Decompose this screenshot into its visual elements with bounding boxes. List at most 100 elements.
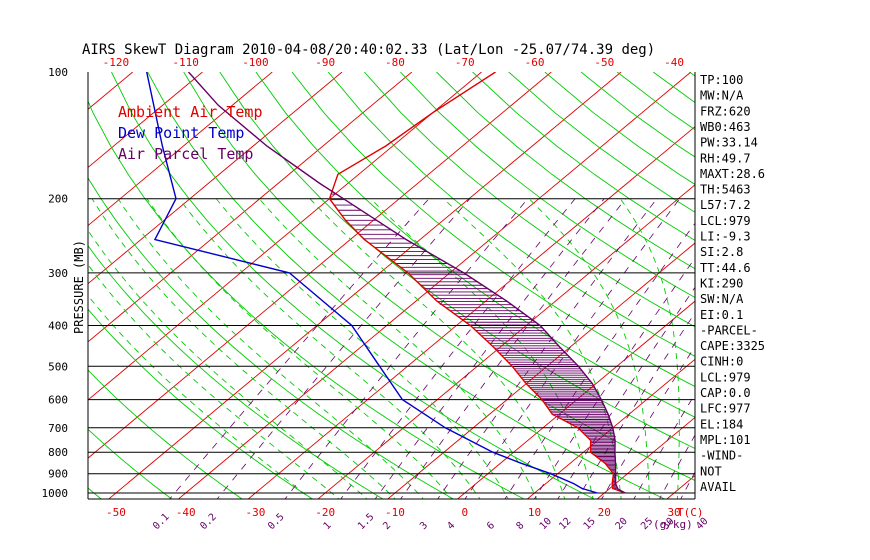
moist-adiabat-line [117, 198, 425, 499]
moist-adiabat-line [88, 263, 340, 499]
mixing-ratio-line [437, 198, 658, 499]
dry-adiabat-line [363, 72, 695, 328]
isotherm-line [88, 72, 482, 401]
stability-index-item: KI:290 [700, 276, 743, 290]
stability-index-item: LFC:977 [700, 402, 751, 416]
temp-tick-label-bottom: 30 [667, 506, 680, 519]
stability-index-item: NOT [700, 464, 722, 478]
temp-tick-label-top: -110 [172, 56, 199, 69]
moist-adiabat-line [443, 198, 622, 499]
temp-tick-label-bottom: -10 [385, 506, 405, 519]
dry-adiabat-line [183, 72, 695, 481]
stability-index-item: TH:5463 [700, 183, 751, 197]
y-axis-label: PRESSURE (MB) [72, 240, 86, 334]
stability-index-item: WB0:463 [700, 120, 751, 134]
stability-index-item: CAP:0.0 [700, 386, 751, 400]
dry-adiabat-line [88, 487, 102, 499]
cape-hatch-layer [330, 193, 618, 489]
mixing-ratio-line [680, 471, 695, 499]
stability-index-item: EI:0.1 [700, 308, 743, 322]
dry-adiabat-line [88, 177, 455, 499]
mixing-ratio-tick-label: 20 [614, 516, 630, 532]
dewpoint-temp-line [146, 72, 598, 494]
isotherm-line [108, 72, 622, 499]
stability-index-item: LCL:979 [700, 214, 751, 228]
dry-adiabat-line [88, 369, 243, 499]
temp-tick-label-bottom: 10 [528, 506, 541, 519]
isotherm-line [88, 72, 552, 459]
dry-adiabat-line [88, 308, 314, 499]
dry-adiabat-line [88, 245, 384, 499]
dry-adiabat-line [147, 72, 666, 499]
pressure-tick-label: 1000 [42, 487, 69, 500]
temp-tick-label-top: -100 [242, 56, 269, 69]
stability-index-item: AVAIL [700, 480, 736, 494]
moist-adiabat-line [215, 198, 509, 499]
temp-tick-label-bottom: -20 [315, 506, 335, 519]
mixing-ratio-tick-label: 15 [582, 516, 598, 532]
dry-adiabat-line [400, 72, 695, 299]
mixing-ratio-unit-label: (g/kg) [653, 518, 693, 531]
mixing-ratio-line [464, 198, 681, 499]
parcel-temp-line [187, 72, 626, 494]
pressure-tick-label: 400 [48, 319, 68, 332]
isotherm-line [803, 72, 870, 502]
stability-index-item: -PARCEL- [700, 323, 758, 337]
dry-adiabat-line [508, 72, 695, 213]
mixing-ratio-line [400, 198, 626, 499]
isotherm-line [666, 474, 695, 499]
mixing-ratio-tick-label: 12 [557, 516, 573, 532]
dry-adiabat-line [834, 72, 870, 502]
stability-index-item: CAPE:3325 [700, 339, 765, 353]
dry-adiabat-line [111, 72, 596, 499]
mixing-ratio-tick-label: 1.5 [356, 512, 377, 533]
pressure-tick-label: 800 [48, 446, 68, 459]
isotherm-line [0, 72, 63, 502]
dry-adiabat-line [255, 72, 695, 418]
stability-index-item: SI:2.8 [700, 245, 743, 259]
x-axis-unit-label: T(C) [677, 506, 704, 519]
dry-adiabat-line [327, 72, 695, 357]
isotherm-line [387, 242, 695, 499]
stability-index-item: EL:184 [700, 417, 743, 431]
moist-adiabat-line [528, 198, 650, 499]
mixing-ratio-line [633, 393, 695, 499]
grid-layer [0, 72, 870, 502]
mixing-ratio-tick-label: 3 [418, 520, 430, 532]
isotherm-line [317, 184, 695, 499]
stability-index-item: CINH:0 [700, 355, 743, 369]
temp-tick-label-bottom: -50 [106, 506, 126, 519]
mixing-ratio-line [659, 434, 695, 499]
pressure-tick-label: 900 [48, 468, 68, 481]
dry-adiabat-line [762, 72, 870, 502]
legend-ambient-temp: Ambient Air Temp [118, 103, 263, 121]
stability-index-item: FRZ:620 [700, 104, 751, 118]
pressure-tick-label: 500 [48, 360, 68, 373]
stability-index-item: PW:33.14 [700, 136, 758, 150]
legend-dewpoint-temp: Dew Point Temp [118, 124, 244, 142]
temp-tick-label-top: -60 [525, 56, 545, 69]
dry-adiabat-line [798, 72, 870, 502]
mixing-ratio-tick-label: 4 [445, 520, 457, 532]
mixing-ratio-line [169, 198, 430, 499]
stability-index-item: TP:100 [700, 73, 743, 87]
pressure-tick-label: 300 [48, 267, 68, 280]
moist-adiabat-line [619, 198, 680, 499]
temp-tick-label-top: -40 [664, 56, 684, 69]
mixing-ratio-line [504, 222, 695, 499]
moist-adiabat-line [309, 198, 566, 499]
moist-adiabat-line [146, 198, 453, 499]
mixing-ratio-tick-label: 1 [322, 520, 334, 532]
legend: Ambient Air Temp Dew Point Temp Air Parc… [118, 103, 263, 163]
mixing-ratio-tick-label: 8 [514, 520, 526, 532]
moist-adiabat-line [370, 198, 594, 499]
pressure-tick-label: 700 [48, 422, 68, 435]
temp-tick-label-bottom: 20 [598, 506, 611, 519]
stability-index-item: TT:44.6 [700, 261, 751, 275]
moist-adiabat-line [91, 198, 396, 499]
isotherm-line [88, 72, 203, 168]
temp-tick-label-top: -90 [315, 56, 335, 69]
dry-adiabat-line [652, 72, 695, 104]
isotherm-line [88, 72, 273, 227]
